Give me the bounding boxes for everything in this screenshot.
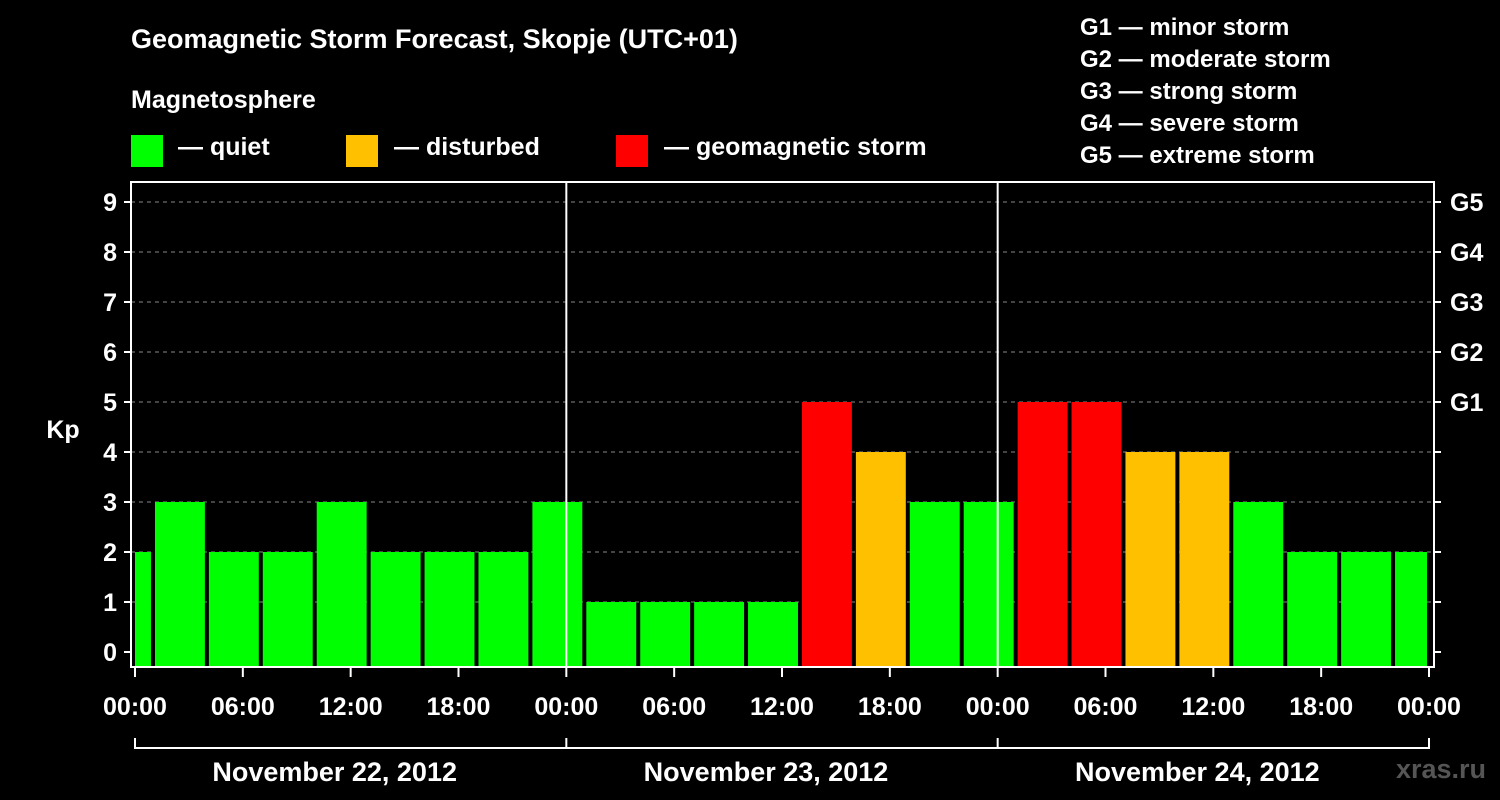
y-tick-label-4: 4 xyxy=(103,439,117,467)
kp-bar-12 xyxy=(748,602,798,667)
y-tick-label-2: 2 xyxy=(103,539,117,567)
g-tick-label-G3: G3 xyxy=(1450,289,1483,317)
kp-bar-0 xyxy=(135,552,151,667)
kp-bar-22 xyxy=(1287,552,1338,667)
kp-bar-23 xyxy=(1341,552,1392,667)
kp-bar-9 xyxy=(586,602,637,667)
chart-title: Geomagnetic Storm Forecast, Skopje (UTC+… xyxy=(131,24,738,54)
g-scale-item-g3: G3 — strong storm xyxy=(1080,78,1298,105)
x-tick-label-5: 06:00 xyxy=(642,693,706,721)
x-tick-label-1: 06:00 xyxy=(211,693,275,721)
y-tick-label-9: 9 xyxy=(103,189,117,217)
day-label-1: November 23, 2012 xyxy=(644,757,889,787)
y-tick-label-5: 5 xyxy=(103,389,117,417)
x-tick-label-3: 18:00 xyxy=(427,693,491,721)
day-label-0: November 22, 2012 xyxy=(212,757,457,787)
kp-bar-24 xyxy=(1395,552,1427,667)
legend-swatch-disturbed xyxy=(346,135,378,167)
legend-heading: Magnetosphere xyxy=(131,86,316,114)
kp-bar-16 xyxy=(963,502,1014,667)
g-scale-item-g5: G5 — extreme storm xyxy=(1080,142,1315,169)
kp-bar-2 xyxy=(208,552,259,667)
kp-bar-1 xyxy=(154,502,205,667)
kp-bar-20 xyxy=(1179,452,1230,667)
kp-bar-3 xyxy=(262,552,313,667)
y-axis-label: Kp xyxy=(46,416,79,444)
x-tick-label-11: 18:00 xyxy=(1289,693,1353,721)
y-tick-label-1: 1 xyxy=(103,589,117,617)
x-tick-label-9: 06:00 xyxy=(1074,693,1138,721)
kp-bar-5 xyxy=(370,552,421,667)
x-tick-label-7: 18:00 xyxy=(858,693,922,721)
y-tick-label-0: 0 xyxy=(103,639,117,667)
y-tick-label-7: 7 xyxy=(103,289,117,317)
kp-bar-8 xyxy=(532,502,583,667)
g-scale-item-g4: G4 — severe storm xyxy=(1080,110,1299,137)
kp-bar-7 xyxy=(478,552,529,667)
x-tick-label-8: 00:00 xyxy=(966,693,1030,721)
x-tick-label-10: 12:00 xyxy=(1181,693,1245,721)
kp-bar-6 xyxy=(424,552,475,667)
legend-label-storm: — geomagnetic storm xyxy=(664,133,927,161)
y-tick-label-3: 3 xyxy=(103,489,117,517)
legend-swatch-quiet xyxy=(131,135,163,167)
g-tick-label-G4: G4 xyxy=(1450,239,1483,267)
kp-bar-4 xyxy=(316,502,367,667)
x-tick-label-0: 00:00 xyxy=(103,693,167,721)
g-tick-label-G5: G5 xyxy=(1450,189,1483,217)
g-scale-item-g2: G2 — moderate storm xyxy=(1080,46,1331,73)
kp-bar-17 xyxy=(1017,402,1068,667)
g-tick-label-G1: G1 xyxy=(1450,389,1483,417)
watermark: xras.ru xyxy=(1395,754,1486,784)
kp-bar-10 xyxy=(640,602,691,667)
kp-bar-18 xyxy=(1071,402,1122,667)
kp-bar-14 xyxy=(855,452,906,667)
x-tick-label-6: 12:00 xyxy=(750,693,814,721)
y-tick-label-6: 6 xyxy=(103,339,117,367)
x-tick-label-4: 00:00 xyxy=(534,693,598,721)
kp-bar-13 xyxy=(801,402,852,667)
kp-bar-21 xyxy=(1233,502,1284,667)
kp-bar-11 xyxy=(694,602,745,667)
kp-bar-19 xyxy=(1125,452,1176,667)
g-scale-item-g1: G1 — minor storm xyxy=(1080,14,1290,41)
g-tick-label-G2: G2 xyxy=(1450,339,1483,367)
legend-label-quiet: — quiet xyxy=(178,133,270,161)
kp-bar-15 xyxy=(909,502,960,667)
legend-swatch-storm xyxy=(616,135,648,167)
day-label-2: November 24, 2012 xyxy=(1075,757,1320,787)
x-tick-label-2: 12:00 xyxy=(319,693,383,721)
legend-label-disturbed: — disturbed xyxy=(394,133,540,161)
x-tick-label-12: 00:00 xyxy=(1397,693,1461,721)
g-scale-legend: G1 — minor storm G2 — moderate storm G3 … xyxy=(1080,12,1331,172)
y-tick-label-8: 8 xyxy=(103,239,117,267)
